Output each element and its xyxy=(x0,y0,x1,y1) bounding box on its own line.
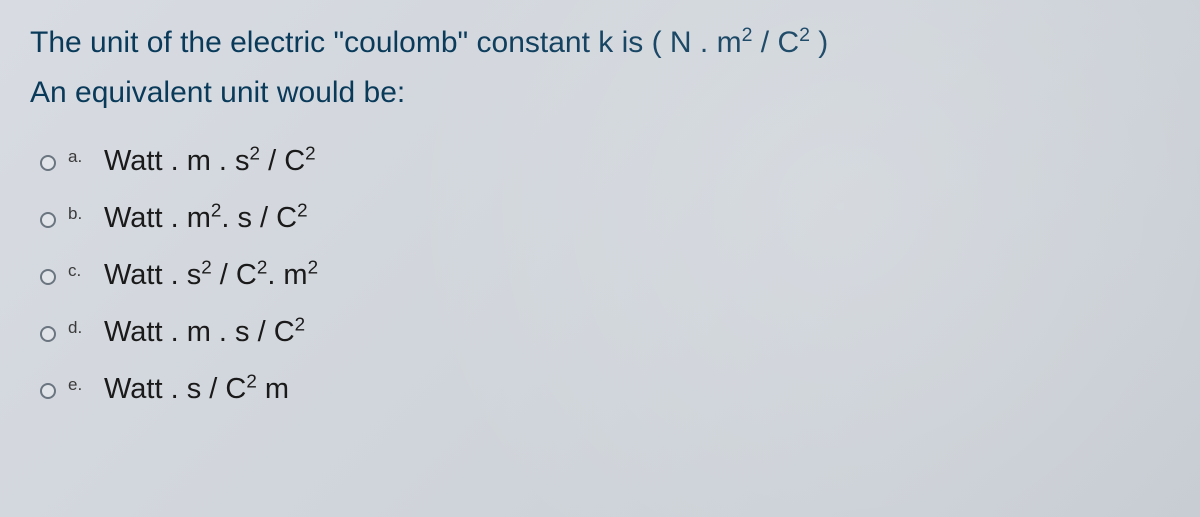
question-stem: The unit of the electric "coulomb" const… xyxy=(30,18,1170,117)
superscript: 2 xyxy=(295,313,305,334)
radio-icon[interactable] xyxy=(40,155,56,171)
option-letter: a. xyxy=(68,145,86,167)
option-letter: b. xyxy=(68,202,86,224)
superscript: 2 xyxy=(799,24,810,46)
superscript: 2 xyxy=(305,142,315,163)
radio-icon[interactable] xyxy=(40,212,56,228)
option-text-part: / C xyxy=(212,259,257,291)
superscript: 2 xyxy=(250,142,260,163)
radio-icon[interactable] xyxy=(40,326,56,342)
superscript: 2 xyxy=(246,370,256,391)
option-text: Watt . s2 / C2. m2 xyxy=(104,259,318,292)
option-text-part: Watt . s xyxy=(104,259,201,291)
option-letter: e. xyxy=(68,373,86,395)
option-letter: d. xyxy=(68,316,86,338)
question-text-part: / C xyxy=(752,26,799,59)
option-text-part: Watt . m xyxy=(104,202,211,234)
option-b[interactable]: b. Watt . m2. s / C2 xyxy=(40,202,1170,235)
option-text: Watt . m2. s / C2 xyxy=(104,202,308,235)
question-line1: The unit of the electric "coulomb" const… xyxy=(30,26,828,59)
radio-icon[interactable] xyxy=(40,269,56,285)
option-text: Watt . s / C2 m xyxy=(104,373,289,406)
options-list: a. Watt . m . s2 / C2 b. Watt . m2. s / … xyxy=(30,145,1170,406)
question-text-part: ) xyxy=(810,26,828,59)
question-text-part: The unit of the electric "coulomb" const… xyxy=(30,26,742,59)
option-text-part: m xyxy=(257,373,289,405)
option-text-part: . s / C xyxy=(221,202,297,234)
superscript: 2 xyxy=(297,199,307,220)
superscript: 2 xyxy=(308,256,318,277)
option-text-part: . m xyxy=(267,259,307,291)
option-text: Watt . m . s2 / C2 xyxy=(104,145,316,178)
option-e[interactable]: e. Watt . s / C2 m xyxy=(40,373,1170,406)
option-d[interactable]: d. Watt . m . s / C2 xyxy=(40,316,1170,349)
option-a[interactable]: a. Watt . m . s2 / C2 xyxy=(40,145,1170,178)
superscript: 2 xyxy=(211,199,221,220)
superscript: 2 xyxy=(742,24,753,46)
option-letter: c. xyxy=(68,259,86,281)
superscript: 2 xyxy=(257,256,267,277)
question-line2: An equivalent unit would be: xyxy=(30,76,405,109)
option-text-part: Watt . m . s xyxy=(104,145,250,177)
radio-icon[interactable] xyxy=(40,383,56,399)
option-text-part: Watt . m . s / C xyxy=(104,316,295,348)
option-c[interactable]: c. Watt . s2 / C2. m2 xyxy=(40,259,1170,292)
superscript: 2 xyxy=(201,256,211,277)
option-text-part: / C xyxy=(260,145,305,177)
option-text: Watt . m . s / C2 xyxy=(104,316,305,349)
option-text-part: Watt . s / C xyxy=(104,373,246,405)
